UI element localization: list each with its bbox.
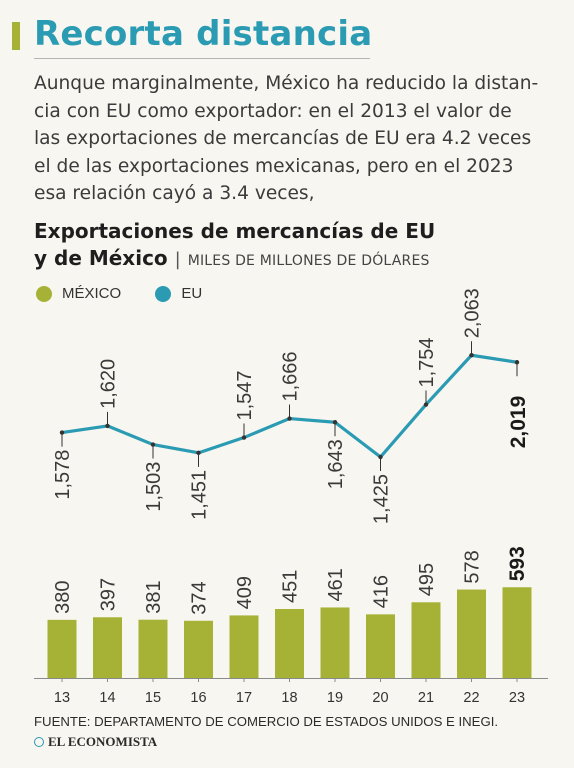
x-tick-label: 14: [99, 690, 115, 706]
source-note: FUENTE: DEPARTAMENTO DE COMERCIO DE ESTA…: [34, 714, 499, 729]
x-tick-label: 19: [327, 690, 343, 706]
line-value-label: 1,503: [143, 462, 165, 512]
point-eu: [196, 450, 201, 456]
bar-value-label: 409: [234, 576, 256, 609]
publisher-logo-icon: [34, 737, 44, 747]
x-tick-label: 22: [463, 690, 479, 706]
line-value-label: 2,063: [462, 288, 484, 338]
bar-value-label: 578: [462, 550, 484, 583]
legend-label-mexico: MÉXICO: [62, 285, 122, 302]
bar-value-label: 461: [325, 568, 347, 601]
bar-mexico: [138, 619, 168, 678]
x-tick-label: 20: [372, 690, 388, 706]
intro-line: Aunque marginalmente, México ha reducido…: [34, 73, 539, 94]
bar-mexico: [411, 602, 441, 678]
chart-title-separator: |: [174, 249, 181, 270]
bar-value-label: 397: [98, 578, 120, 611]
legend-swatch-eu: [155, 285, 172, 302]
line-value-label: 1,425: [371, 474, 393, 524]
line-value-label: 1,754: [416, 337, 438, 387]
line-value-label: 1,620: [98, 359, 120, 409]
line-value-label: 1,578: [52, 450, 74, 500]
chart-units: MILES DE MILLONES DE DÓLARES: [187, 253, 430, 269]
bar-value-label: 593: [506, 546, 529, 581]
line-value-label: 1,451: [189, 470, 211, 520]
x-tick-label: 21: [418, 690, 434, 706]
legend-item-eu: EU: [155, 285, 202, 302]
bar-value-label: 381: [143, 580, 165, 613]
point-eu: [150, 442, 156, 447]
x-tick-label: 17: [236, 690, 252, 706]
intro-line: las exportaciones de mercancías de EU er…: [34, 128, 532, 149]
chart-title-line2: y de México: [34, 246, 168, 270]
page-title: Recorta distancia: [34, 14, 373, 54]
line-value-label: 1,643: [325, 439, 347, 489]
bar-mexico: [47, 619, 77, 678]
x-tick-label: 13: [54, 690, 70, 706]
line-value-label: 1,666: [280, 351, 302, 401]
x-tick-label: 15: [145, 690, 161, 706]
legend-item-mexico: MÉXICO: [36, 285, 121, 302]
bar-mexico: [457, 589, 486, 678]
point-eu: [514, 360, 520, 365]
publisher-brand: EL ECONOMISTA: [34, 734, 157, 750]
bar-value-label: 416: [371, 575, 393, 608]
chart-title: Exportaciones de mercancías de EU y de M…: [34, 218, 554, 275]
intro-line: el de las exportaciones mexicanas, pero …: [34, 155, 514, 177]
bar-mexico: [320, 607, 350, 678]
intro-text: Aunque marginalmente, México ha reducido…: [34, 70, 549, 208]
bar-mexico: [93, 617, 122, 678]
bar-mexico: [275, 608, 304, 678]
x-tick-label: 18: [281, 690, 297, 706]
bar-mexico: [502, 587, 532, 678]
x-tick-label: 16: [190, 690, 206, 706]
bar-value-label: 374: [189, 581, 211, 614]
intro-line: cia con EU como exportador: en el 2013 e…: [34, 100, 512, 122]
chart-legend: MÉXICO EU: [36, 285, 232, 306]
intro-line: esa relación cayó a 3.4 veces,: [34, 183, 315, 204]
legend-swatch-mexico: [36, 285, 52, 302]
bar-mexico: [366, 614, 395, 678]
bar-value-label: 451: [280, 570, 302, 603]
line-value-label: 2,019: [507, 396, 530, 449]
x-tick-label: 23: [509, 690, 525, 706]
chart-title-line1: Exportaciones de mercancías de EU: [34, 219, 436, 243]
bar-value-label: 380: [52, 580, 74, 613]
line-value-label: 1,547: [234, 370, 256, 420]
legend-label-eu: EU: [181, 285, 203, 302]
title-accent-bar: [12, 22, 20, 50]
bar-mexico: [184, 620, 213, 678]
bar-mexico: [229, 615, 259, 678]
publisher-name: EL ECONOMISTA: [48, 734, 158, 749]
title-divider: [34, 58, 370, 59]
bar-value-label: 495: [416, 563, 438, 596]
